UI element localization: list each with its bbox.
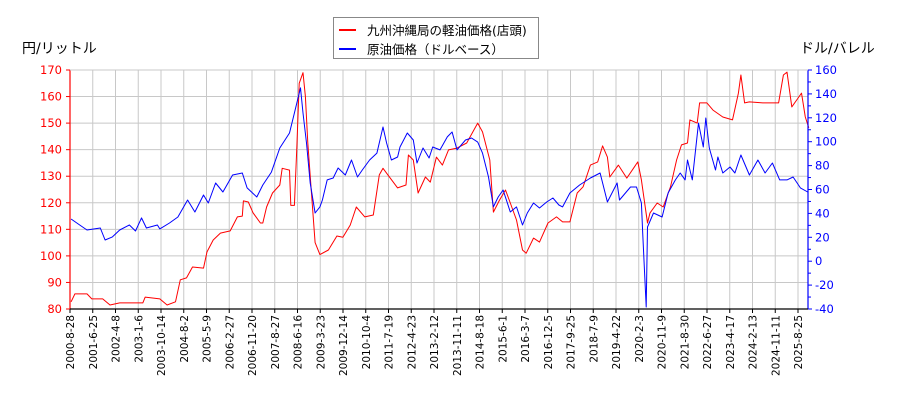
x-tick-label: 2008-6-16: [293, 315, 305, 370]
x-tick-label: 2007-8-27: [270, 315, 282, 369]
x-tick-label: 2016-3-7: [520, 315, 532, 363]
legend-item-crude: 原油価格（ドルベース）: [339, 39, 538, 58]
right-tick-label: 80: [815, 159, 830, 173]
x-tick-label: 2013-2-12: [429, 315, 441, 369]
legend-swatch-blue: [339, 47, 356, 50]
left-tick-label: 90: [47, 275, 62, 289]
x-tick-label: 2016-12-5: [543, 315, 555, 369]
left-tick-label: 80: [47, 302, 62, 316]
left-tick-label: 170: [40, 63, 62, 77]
left-tick-label: 120: [40, 196, 62, 210]
right-tick-label: 20: [815, 230, 830, 244]
left-tick-label: 100: [40, 249, 62, 263]
x-tick-label: 2021-8-30: [679, 315, 691, 369]
x-tick-label: 2000-8-28: [65, 315, 77, 369]
grid: [69, 69, 808, 310]
x-tick-label: 2006-11-20: [247, 315, 259, 376]
x-tick-label: 2012-4-23: [406, 315, 418, 369]
x-tick-label: 2006-2-27: [224, 315, 236, 369]
legend: 九州沖縄局の軽油価格(店頭) 原油価格（ドルベース）: [333, 17, 539, 59]
right-tick-label: 40: [815, 206, 830, 220]
x-tick-label: 2010-10-4: [361, 315, 373, 370]
x-tick-label: 2013-11-11: [452, 315, 464, 376]
x-tick-label: 2015-6-1: [497, 315, 509, 363]
right-tick-label: -20: [815, 278, 834, 292]
axes: 80 90 100 110 120 130 140 150 160 170 -40 -20 0 20 40 6…: [40, 63, 837, 376]
x-tick-label: 2009-3-23: [315, 315, 327, 369]
x-tick-label: 2001-6-25: [88, 315, 100, 369]
right-tick-label: 140: [815, 87, 837, 101]
x-tick-label: 2014-8-18: [475, 315, 487, 369]
x-tick-label: 2024-2-13: [748, 315, 760, 369]
right-tick-label: 0: [815, 254, 822, 268]
diesel-price-line: [70, 71, 810, 306]
x-tick-label: 2025-8-25: [793, 315, 805, 369]
x-tick-label: 2004-8-2: [179, 315, 191, 363]
x-tick-label: 2022-6-27: [702, 315, 714, 369]
x-tick-label: 2020-2-3: [634, 315, 646, 363]
x-tick-label: 2005-5-9: [202, 315, 214, 363]
right-tick-label: 160: [815, 63, 837, 77]
crude-oil-price-line: [70, 87, 808, 308]
right-tick-label: 100: [815, 135, 837, 149]
x-tick-label: 2002-4-8: [111, 315, 123, 363]
right-tick-label: 60: [815, 183, 830, 197]
x-tick-label: 2019-4-22: [611, 315, 623, 369]
x-tick-label: 2009-12-14: [338, 315, 350, 376]
left-tick-label: 160: [40, 90, 62, 104]
left-tick-label: 150: [40, 116, 62, 130]
x-tick-label: 2020-11-9: [657, 315, 669, 369]
right-axis-title: ドル/バレル: [800, 41, 875, 57]
left-tick-label: 130: [40, 169, 62, 183]
legend-swatch-red: [339, 28, 356, 31]
series-lines: [70, 71, 810, 308]
x-tick-label: 2003-10-14: [156, 315, 168, 376]
legend-label: 原油価格（ドルベース）: [367, 42, 504, 57]
legend-item-diesel: 九州沖縄局の軽油価格(店頭): [339, 20, 538, 39]
x-tick-label: 2018-7-9: [588, 315, 600, 363]
right-tick-label: -40: [815, 302, 834, 316]
x-tick-label: 2011-7-19: [384, 315, 396, 369]
x-tick-label: 2024-11-11: [770, 315, 782, 376]
x-tick-label: 2003-1-6: [133, 315, 145, 363]
left-axis-title: 円/リットル: [22, 41, 97, 57]
right-tick-label: 120: [815, 111, 837, 125]
x-tick-label: 2017-9-25: [566, 315, 578, 369]
left-tick-label: 140: [40, 143, 62, 157]
x-tick-label: 2023-4-17: [725, 315, 737, 369]
left-tick-label: 110: [40, 222, 62, 236]
legend-label: 九州沖縄局の軽油価格(店頭): [367, 23, 527, 38]
